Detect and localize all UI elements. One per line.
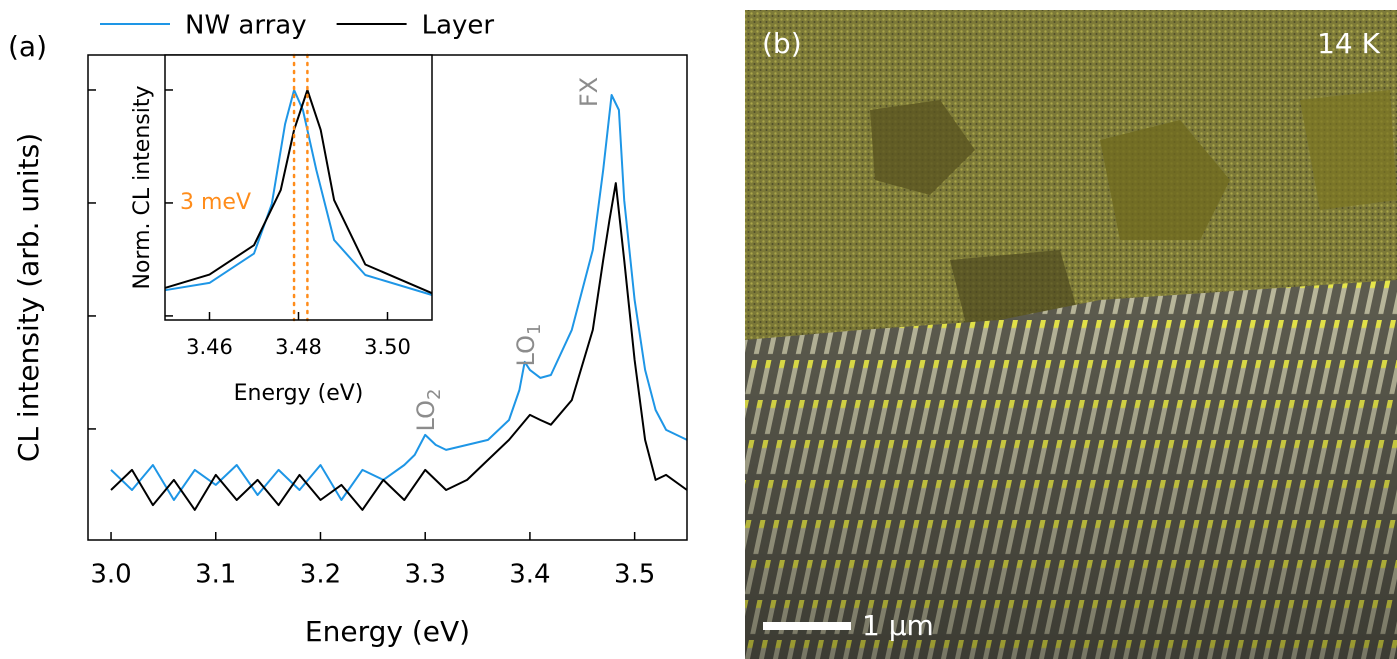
annotation-subscript: 1 xyxy=(524,324,545,335)
legend-label: Layer xyxy=(422,11,495,41)
x-tick-label: 3.1 xyxy=(195,560,236,590)
annotation-text: FX xyxy=(575,77,603,107)
x-tick-label: 3.2 xyxy=(300,560,341,590)
annotation-text: 3 meV xyxy=(180,190,251,215)
x-tick-label: 3.46 xyxy=(186,335,233,359)
panel-label: (b) xyxy=(762,27,802,60)
x-tick-label: 3.3 xyxy=(405,560,446,590)
y-axis-label: CL intensity (arb. units) xyxy=(12,133,45,462)
annotation-text: LO xyxy=(512,335,540,366)
legend-label: NW array xyxy=(185,11,307,41)
annotation: LO2 xyxy=(412,389,445,432)
x-tick-label: 3.48 xyxy=(275,335,322,359)
annotation: 3 meV xyxy=(180,190,251,215)
sem-image: (b) 14 K 1 µm xyxy=(745,10,1397,659)
scale-bar-label: 1 µm xyxy=(862,609,934,642)
spectrum-line xyxy=(110,94,688,501)
annotation: FX xyxy=(575,77,603,107)
temperature-label: 14 K xyxy=(1317,27,1381,60)
x-tick-label: 3.0 xyxy=(90,560,131,590)
scale-bar xyxy=(763,622,851,630)
x-tick-label: 3.5 xyxy=(614,560,655,590)
spectrum-line xyxy=(164,89,433,295)
x-tick-label: 3.50 xyxy=(364,335,411,359)
annotation: LO1 xyxy=(512,324,545,367)
x-axis-label: Energy (eV) xyxy=(234,381,364,406)
inset-background xyxy=(165,55,432,320)
annotation-text: LO xyxy=(412,400,440,431)
x-tick-label: 3.4 xyxy=(509,560,550,590)
annotation-subscript: 2 xyxy=(424,389,445,400)
spectrum-line xyxy=(110,182,688,511)
panel-label: (a) xyxy=(8,30,47,63)
y-axis-label: Norm. CL intensity xyxy=(130,86,155,290)
x-axis-label: Energy (eV) xyxy=(305,615,470,648)
